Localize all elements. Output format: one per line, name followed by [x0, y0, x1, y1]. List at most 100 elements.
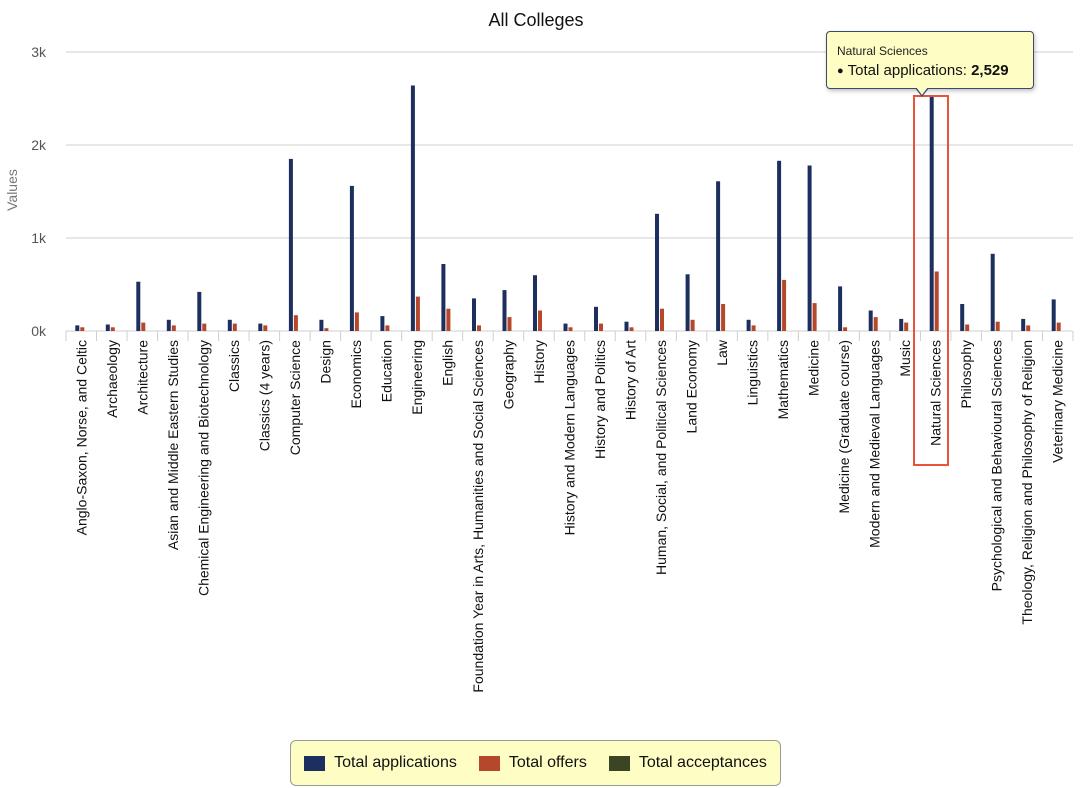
bar-s1-c29[interactable] — [965, 324, 970, 332]
bar-s0-c2[interactable] — [136, 281, 141, 331]
x-category-label-30: Psychological and Behavioural Sciences — [989, 340, 1005, 591]
bar-s1-c2[interactable] — [141, 322, 146, 331]
x-category-label-23: Mathematics — [775, 340, 791, 419]
bar-s1-c9[interactable] — [354, 312, 359, 331]
x-category-label-11: Engineering — [409, 340, 425, 415]
bar-s0-c4[interactable] — [197, 291, 202, 331]
bar-s0-c11[interactable] — [410, 85, 415, 332]
x-category-label-25: Medicine (Graduate course) — [836, 340, 852, 514]
bar-s0-c32[interactable] — [1051, 299, 1056, 331]
bar-s1-c10[interactable] — [385, 325, 390, 331]
bar-s1-c13[interactable] — [477, 325, 481, 331]
bar-s1-c3[interactable] — [171, 325, 176, 331]
bar-s1-c12[interactable] — [446, 308, 451, 331]
bar-s1-c20[interactable] — [690, 319, 695, 331]
bar-s0-c18[interactable] — [624, 321, 629, 331]
bar-s0-c9[interactable] — [349, 185, 354, 331]
x-category-label-24: Medicine — [806, 340, 822, 396]
bar-s1-c5[interactable] — [232, 323, 237, 331]
x-category-label-32: Veterinary Medicine — [1050, 340, 1066, 463]
tooltip-series-label: Total applications: — [847, 62, 972, 79]
x-category-label-10: Education — [378, 340, 394, 402]
bar-s1-c0[interactable] — [80, 327, 85, 331]
bar-s1-c24[interactable] — [812, 303, 817, 331]
x-category-label-31: Theology, Religion and Philosophy of Rel… — [1019, 340, 1035, 625]
bar-s1-c18[interactable] — [629, 327, 634, 331]
x-category-label-4: Chemical Engineering and Biotechnology — [195, 340, 211, 596]
bar-s0-c14[interactable] — [502, 290, 507, 331]
x-category-label-13: Foundation Year in Arts, Humanities and … — [470, 340, 486, 693]
x-category-label-22: Linguistics — [745, 340, 761, 405]
bar-s0-c10[interactable] — [380, 316, 385, 331]
bar-s0-c29[interactable] — [960, 304, 965, 331]
bar-s0-c25[interactable] — [838, 286, 843, 331]
bar-s0-c19[interactable] — [655, 213, 659, 331]
bar-s0-c15[interactable] — [533, 275, 537, 331]
x-category-label-0: Anglo-Saxon, Norse, and Celtic — [73, 340, 89, 535]
highlight-box — [913, 95, 949, 466]
bar-s0-c6[interactable] — [258, 323, 263, 331]
x-category-label-8: Design — [317, 340, 333, 384]
x-category-label-26: Modern and Medieval Languages — [867, 340, 883, 548]
bar-s1-c15[interactable] — [538, 310, 542, 332]
bar-s0-c3[interactable] — [166, 319, 171, 331]
bar-s1-c26[interactable] — [873, 317, 878, 331]
bar-s0-c24[interactable] — [807, 165, 812, 332]
bar-s1-c31[interactable] — [1026, 325, 1031, 331]
tooltip-category: Natural Sciences — [837, 44, 928, 58]
bar-s0-c7[interactable] — [288, 158, 293, 331]
legend-label-offers: Total offers — [508, 754, 587, 771]
bar-s1-c16[interactable] — [568, 327, 573, 331]
bar-s0-c1[interactable] — [105, 324, 110, 332]
bar-s0-c0[interactable] — [75, 325, 80, 331]
bar-s0-c17[interactable] — [594, 306, 598, 331]
bar-s1-c25[interactable] — [843, 327, 848, 331]
legend-swatch-offers — [478, 755, 500, 771]
bar-s0-c26[interactable] — [868, 310, 873, 332]
bar-s0-c13[interactable] — [472, 298, 476, 331]
x-category-label-6: Classics (4 years) — [256, 340, 272, 451]
bar-s1-c4[interactable] — [202, 323, 207, 331]
bar-s0-c22[interactable] — [746, 319, 751, 331]
x-category-label-18: History of Art — [623, 340, 639, 420]
bar-s0-c27[interactable] — [899, 318, 904, 331]
bar-s1-c19[interactable] — [660, 308, 664, 331]
x-category-label-9: Economics — [348, 340, 364, 408]
bar-s0-c5[interactable] — [227, 319, 232, 331]
y-tick-label-1: 1k — [31, 230, 47, 246]
bar-s1-c23[interactable] — [782, 279, 787, 331]
bar-s1-c7[interactable] — [293, 315, 298, 331]
bar-s1-c30[interactable] — [995, 321, 1000, 331]
bar-s1-c22[interactable] — [751, 325, 756, 331]
bar-s1-c27[interactable] — [904, 322, 909, 331]
bars[interactable] — [75, 85, 1061, 332]
bar-s1-c32[interactable] — [1056, 322, 1061, 331]
x-category-label-3: Asian and Middle Eastern Studies — [165, 340, 181, 550]
x-category-label-7: Computer Science — [287, 340, 303, 455]
legend-label-acceptances: Total acceptances — [638, 754, 767, 771]
bar-s1-c8[interactable] — [324, 328, 329, 331]
category-labels: Anglo-Saxon, Norse, and Celtic Archaeolog… — [73, 339, 1065, 692]
bar-s1-c11[interactable] — [415, 296, 420, 331]
legend-item-applications[interactable]: Total applications — [304, 754, 457, 772]
legend-item-offers[interactable]: Total offers — [478, 754, 587, 772]
legend-item-acceptances[interactable]: Total acceptances — [608, 754, 767, 772]
x-category-label-5: Classics — [226, 340, 242, 392]
bar-s0-c30[interactable] — [990, 253, 995, 331]
bar-s0-c23[interactable] — [777, 160, 782, 331]
bar-s0-c16[interactable] — [563, 323, 568, 331]
x-category-label-12: English — [439, 340, 455, 386]
bar-s1-c1[interactable] — [110, 327, 115, 331]
bar-s0-c12[interactable] — [441, 264, 446, 331]
bar-s0-c8[interactable] — [319, 319, 324, 331]
bar-s1-c14[interactable] — [507, 317, 512, 331]
legend: Total applications Total offers Total ac… — [290, 740, 781, 786]
bar-s1-c28[interactable] — [934, 271, 939, 332]
bar-s0-c31[interactable] — [1021, 318, 1026, 331]
bar-s1-c6[interactable] — [263, 325, 268, 331]
bar-s0-c21[interactable] — [716, 181, 721, 331]
bar-s0-c28[interactable] — [929, 95, 934, 331]
bar-s0-c20[interactable] — [685, 274, 690, 331]
bar-s1-c17[interactable] — [599, 323, 603, 331]
bar-s1-c21[interactable] — [721, 304, 726, 331]
